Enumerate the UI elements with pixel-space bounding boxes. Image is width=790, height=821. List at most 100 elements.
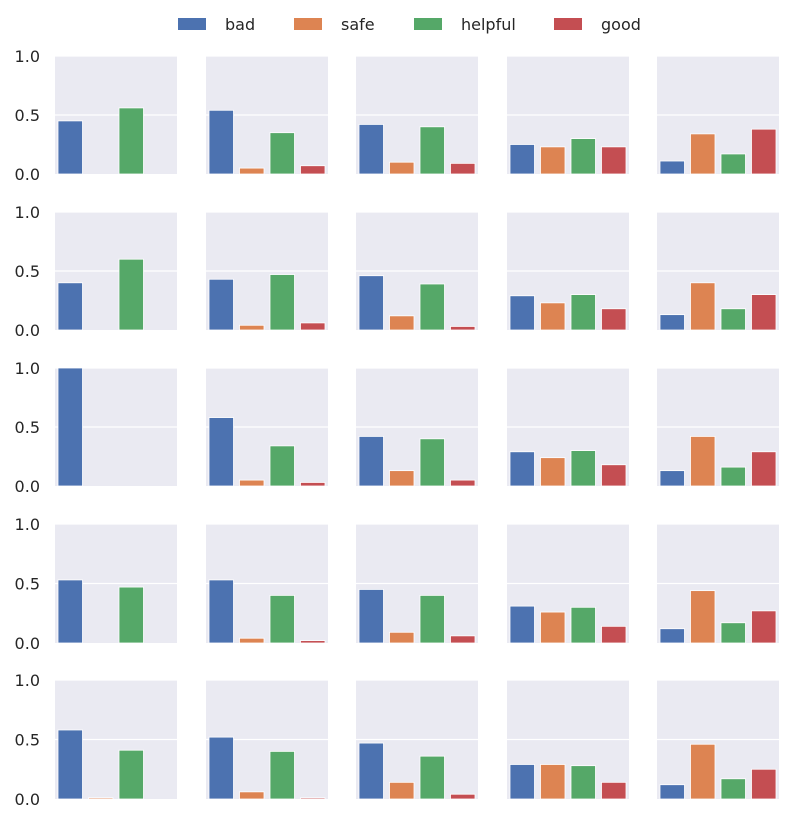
legend-label-good: good [601, 15, 641, 34]
bar-bad [659, 160, 685, 175]
legend-swatch-helpful [414, 18, 442, 30]
bar-safe [239, 167, 265, 175]
legend-label-safe: safe [341, 15, 375, 34]
bar-safe [389, 470, 415, 487]
bar-good [450, 326, 476, 331]
bar-good [300, 797, 326, 800]
bar-safe [690, 133, 716, 175]
bar-helpful [118, 586, 144, 644]
bar-bad [509, 451, 535, 487]
legend-swatch-good [554, 18, 582, 30]
ytick-label: 0.0 [15, 321, 40, 340]
ytick-label: 0.5 [15, 262, 40, 281]
bar-safe [690, 590, 716, 644]
bar-helpful [269, 595, 295, 644]
bar-good [450, 793, 476, 800]
bar-bad [208, 579, 234, 644]
ytick-label: 1.0 [15, 47, 40, 66]
bar-safe [239, 791, 265, 800]
ytick-label: 0.0 [15, 790, 40, 809]
bar-helpful [419, 283, 445, 331]
bar-bad [57, 282, 83, 331]
bar-bad [358, 742, 384, 800]
bar-helpful [269, 751, 295, 800]
bar-bad [509, 764, 535, 800]
bar-bad [358, 275, 384, 331]
bar-safe [88, 797, 114, 800]
bar-good [601, 308, 627, 331]
bar-bad [57, 120, 83, 175]
legend-label-helpful: helpful [461, 15, 516, 34]
bar-good [450, 479, 476, 487]
ytick-label: 0.0 [15, 165, 40, 184]
bar-good [601, 625, 627, 644]
panels: 0.0 0.5 1.0 0.0 0.5 1.0 0.0 0.5 1.0 0.0 0.5 1.0 0.0 0… [15, 47, 779, 809]
bar-helpful [419, 755, 445, 800]
ytick-label: 1.0 [15, 671, 40, 690]
bar-bad [208, 109, 234, 175]
ytick-label: 0.5 [15, 731, 40, 750]
bar-good [450, 162, 476, 175]
bar-safe [389, 315, 415, 331]
bar-helpful [269, 274, 295, 331]
bar-helpful [720, 153, 746, 175]
bar-helpful [570, 606, 596, 644]
bar-safe [239, 324, 265, 331]
bar-bad [659, 470, 685, 487]
bar-good [751, 451, 777, 487]
bar-good [751, 768, 777, 800]
bar-safe [389, 781, 415, 800]
bar-bad [57, 579, 83, 644]
bar-good [751, 128, 777, 175]
legend-swatch-safe [294, 18, 322, 30]
bar-helpful [269, 445, 295, 487]
bar-good [751, 294, 777, 331]
bar-helpful [419, 595, 445, 644]
bar-helpful [118, 258, 144, 331]
bar-good [300, 322, 326, 331]
bar-helpful [570, 450, 596, 487]
bar-good [300, 482, 326, 487]
bar-helpful [720, 778, 746, 800]
ytick-label: 0.5 [15, 418, 40, 437]
bar-safe [239, 637, 265, 644]
bar-bad [57, 729, 83, 800]
bar-bad [659, 784, 685, 800]
bar-safe [690, 436, 716, 487]
ytick-label: 0.0 [15, 634, 40, 653]
bar-helpful [570, 765, 596, 800]
bar-bad [659, 314, 685, 331]
bar-bad [509, 295, 535, 331]
ytick-label: 1.0 [15, 203, 40, 222]
bar-helpful [118, 107, 144, 175]
bar-bad [358, 589, 384, 644]
bar-good [450, 635, 476, 644]
bar-good [601, 146, 627, 175]
bar-good [300, 165, 326, 175]
ytick-label: 0.5 [15, 106, 40, 125]
ytick-label: 1.0 [15, 515, 40, 534]
ytick-label: 0.5 [15, 575, 40, 594]
bar-safe [540, 457, 566, 487]
bar-bad [208, 278, 234, 331]
bar-good [300, 640, 326, 644]
bar-safe [239, 479, 265, 487]
bar-helpful [720, 466, 746, 487]
bar-helpful [570, 138, 596, 175]
bar-bad [208, 417, 234, 487]
bar-helpful [570, 294, 596, 331]
bar-bad [358, 436, 384, 487]
ytick-label: 1.0 [15, 359, 40, 378]
bar-bad [57, 367, 83, 487]
bar-safe [540, 302, 566, 331]
bar-helpful [720, 308, 746, 331]
bar-safe [540, 611, 566, 644]
bar-good [601, 464, 627, 487]
bar-safe [540, 764, 566, 800]
legend-swatch-bad [178, 18, 206, 30]
bar-helpful [118, 749, 144, 800]
bar-safe [690, 743, 716, 800]
bar-helpful [269, 132, 295, 175]
bar-safe [389, 631, 415, 644]
